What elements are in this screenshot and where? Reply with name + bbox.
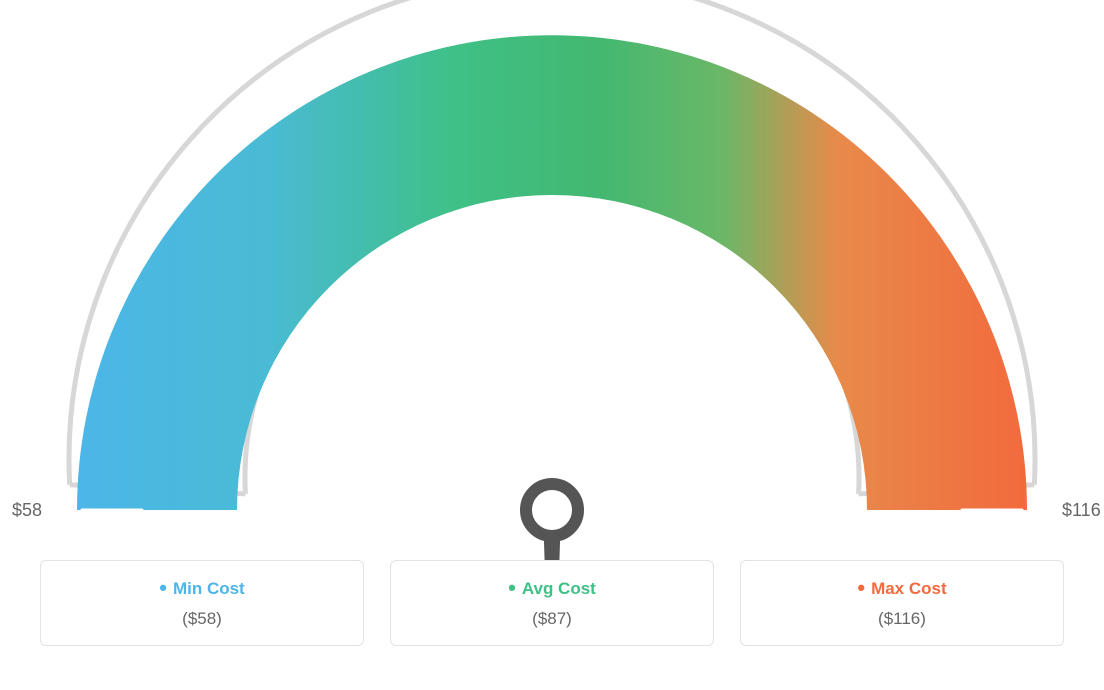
legend-card-max: Max Cost ($116) bbox=[740, 560, 1064, 646]
svg-text:$58: $58 bbox=[12, 500, 42, 520]
legend-min-title: Min Cost bbox=[51, 575, 353, 601]
legend-min-value: ($58) bbox=[51, 609, 353, 629]
legend-max-value: ($116) bbox=[751, 609, 1053, 629]
legend-row: Min Cost ($58) Avg Cost ($87) Max Cost (… bbox=[0, 560, 1104, 646]
legend-avg-value: ($87) bbox=[401, 609, 703, 629]
legend-max-title: Max Cost bbox=[751, 575, 1053, 601]
legend-card-min: Min Cost ($58) bbox=[40, 560, 364, 646]
cost-gauge: $58$65$72$87$97$107$116 bbox=[0, 0, 1104, 560]
gauge-svg: $58$65$72$87$97$107$116 bbox=[0, 0, 1104, 560]
legend-avg-title: Avg Cost bbox=[401, 575, 703, 601]
svg-text:$116: $116 bbox=[1062, 500, 1101, 520]
legend-card-avg: Avg Cost ($87) bbox=[390, 560, 714, 646]
